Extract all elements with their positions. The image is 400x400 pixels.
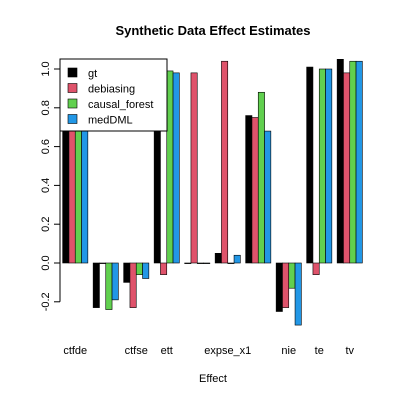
bar-medDML-nie	[295, 263, 301, 325]
bar-gt-expse_x0	[185, 263, 191, 264]
x-axis-category-labels: ctfde ctfse ett expse_x1 nie te tv	[63, 345, 354, 357]
y-tick-label: 0.8	[40, 100, 52, 115]
bar-gt-ctfse	[124, 263, 130, 282]
bar-debiasing-nie	[282, 263, 288, 308]
bar-gt-ctfie	[93, 263, 99, 308]
y-axis: -0.2 0.0 0.2 0.4 0.6 0.8 1.0	[40, 61, 60, 311]
bar-debiasing-ctfie	[99, 263, 105, 264]
bar-medDML-ctfse	[143, 263, 149, 279]
legend-label-gt: gt	[88, 68, 97, 80]
bar-causal_forest-nde	[258, 92, 264, 263]
legend-label-debiasing: debiasing	[88, 84, 135, 96]
bar-gt-te	[307, 67, 313, 263]
x-category-label: te	[315, 345, 324, 357]
bar-debiasing-ett	[160, 263, 166, 275]
legend-swatch-gt	[68, 68, 77, 77]
bar-medDML-te	[326, 69, 332, 263]
bar-causal_forest-nie	[289, 263, 295, 288]
legend: gt debiasing causal_forest medDML	[60, 59, 167, 131]
x-axis-label: Effect	[199, 373, 227, 385]
legend-swatch-debiasing	[68, 84, 77, 93]
bar-causal_forest-ctfie	[106, 263, 112, 310]
bar-debiasing-te	[313, 263, 319, 275]
legend-swatch-causal_forest	[68, 99, 77, 108]
legend-label-causal_forest: causal_forest	[88, 99, 153, 111]
bar-causal_forest-ett	[167, 71, 173, 263]
bar-gt-tv	[337, 59, 343, 263]
bar-causal_forest-tv	[350, 61, 356, 263]
y-tick-label: 1.0	[40, 61, 52, 76]
x-category-label: ett	[161, 345, 173, 357]
bar-debiasing-ctfse	[130, 263, 136, 308]
bar-medDML-ett	[173, 73, 179, 263]
bar-debiasing-expse_x0	[191, 73, 197, 263]
legend-swatch-medDML	[68, 115, 77, 124]
bar-medDML-expse_x0	[204, 263, 210, 264]
bar-medDML-tv	[356, 61, 362, 263]
bar-gt-expse_x1	[215, 253, 221, 263]
y-tick-label: 0.4	[40, 178, 52, 193]
bar-gt-nde	[246, 116, 252, 263]
y-tick-label: 0.0	[40, 255, 52, 270]
x-category-label: expse_x1	[204, 345, 251, 357]
chart-title: Synthetic Data Effect Estimates	[115, 23, 310, 38]
bar-medDML-ctfie	[112, 263, 118, 300]
y-tick-label: 0.2	[40, 217, 52, 232]
bar-causal_forest-te	[319, 69, 325, 263]
x-category-label: tv	[345, 345, 354, 357]
bar-causal_forest-expse_x1	[228, 263, 234, 264]
bar-medDML-nde	[265, 131, 271, 263]
bar-debiasing-expse_x1	[221, 61, 227, 263]
x-category-label: ctfse	[125, 345, 148, 357]
bar-causal_forest-ctfse	[136, 263, 142, 275]
bar-debiasing-nde	[252, 118, 258, 264]
bar-medDML-expse_x1	[234, 255, 240, 263]
y-tick-label: 0.6	[40, 139, 52, 154]
y-tick-label: -0.2	[40, 292, 52, 311]
bar-gt-nie	[276, 263, 282, 312]
bar-causal_forest-expse_x0	[197, 263, 203, 264]
bar-debiasing-tv	[343, 73, 349, 263]
legend-label-medDML: medDML	[88, 115, 133, 127]
x-category-label: ctfde	[63, 345, 87, 357]
x-category-label: nie	[281, 345, 296, 357]
